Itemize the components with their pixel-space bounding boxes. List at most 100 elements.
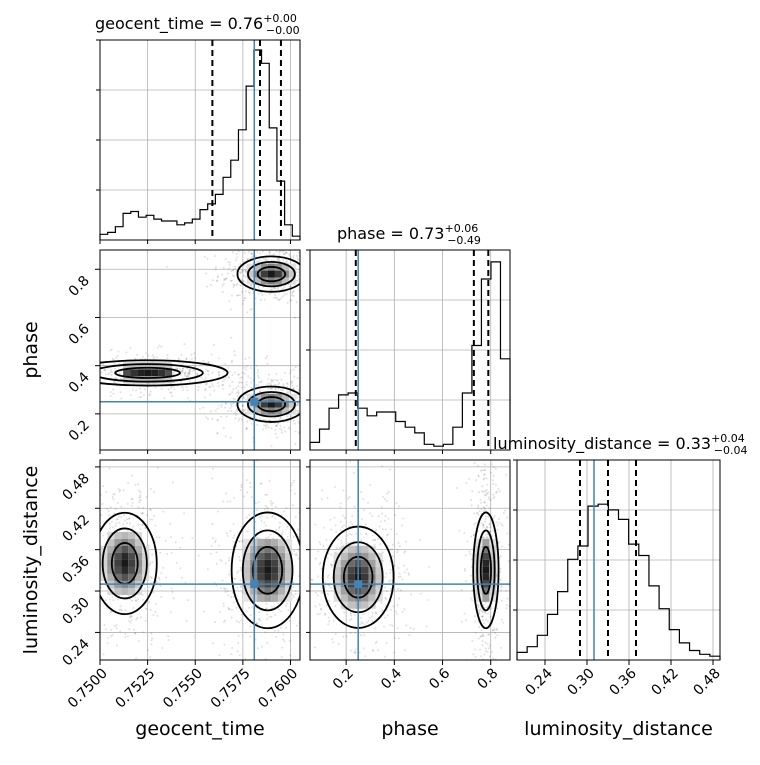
sample-point [479,648,482,651]
sample-point [152,490,155,493]
sample-point [391,543,394,546]
sample-point [489,530,492,533]
sample-point [86,629,88,631]
sample-point [178,361,181,364]
density-cell [257,566,265,574]
sample-point [396,627,399,630]
sample-point [95,378,97,380]
sample-point [141,523,144,526]
sample-point [303,514,305,516]
sample-point [326,497,329,500]
sample-point [244,289,247,292]
density-cell [264,552,272,560]
sample-point [100,371,103,374]
density-cell [361,552,369,560]
sample-point [340,539,343,542]
sample-point [114,525,117,528]
sample-point [292,388,295,391]
sample-point [486,483,489,486]
sample-point [229,407,232,410]
sample-point [316,575,319,578]
sample-point [283,611,285,613]
density-cell [278,587,286,595]
sample-point [481,469,484,472]
sample-point [148,600,151,603]
sample-point [177,357,180,360]
sample-point [97,565,99,567]
sample-point [219,587,222,590]
sample-point [234,417,237,420]
sample-point [232,523,235,526]
sample-point [482,474,485,477]
sample-point [151,637,154,640]
sample-point [239,272,242,275]
sample-point [378,697,380,699]
density-cell [246,263,254,271]
sample-point [232,497,235,500]
sample-point [127,481,130,484]
sample-point [329,586,332,589]
sample-point [139,499,142,502]
sample-point [48,375,50,377]
sample-point [377,538,380,541]
sample-point [283,640,286,643]
sample-point [294,554,297,557]
sample-point [486,492,489,495]
sample-point [254,502,257,505]
sample-point [498,490,501,493]
sample-point [35,380,37,382]
sample-point [250,308,253,311]
sample-point [295,255,298,258]
sample-point [240,613,243,616]
sample-point [279,388,282,391]
sample-point [321,518,323,520]
sample-point [149,390,152,393]
sample-point [184,373,187,376]
density-cell [285,538,293,546]
sample-point [419,592,422,595]
sample-point [313,646,316,649]
sample-point [256,251,259,254]
sample-point [274,505,277,508]
sample-point [101,503,104,506]
density-cell [144,362,152,370]
sample-point [291,593,294,596]
sample-point [472,534,475,537]
sample-point [181,537,184,540]
sample-point [52,371,54,373]
sample-point [303,278,305,280]
sample-point [211,477,214,480]
sample-point [265,536,268,539]
sample-point [69,590,71,592]
sample-point [222,602,225,605]
sample-point [105,490,108,493]
sample-point [150,639,153,642]
sample-point [241,280,244,283]
sample-point [285,626,288,629]
sample-point [233,398,236,401]
density-cell [107,573,115,581]
sample-point [117,350,120,353]
sample-point [294,443,297,446]
density-cell [264,538,272,546]
density-cell [257,594,265,602]
sample-point [289,654,292,657]
sample-point [497,517,500,520]
sample-point [235,545,238,548]
density-cell [243,566,251,574]
sample-point [328,394,330,396]
sample-point [482,635,485,638]
contour-line [472,511,500,630]
density-cell [114,573,122,581]
sample-point [375,640,378,643]
sample-point [292,419,295,422]
sample-point [304,397,306,399]
sample-point [281,245,283,247]
sample-point [237,389,240,392]
sample-point [507,560,510,563]
sample-point [169,611,172,614]
sample-point [222,282,225,285]
sample-point [49,372,51,374]
contour-line [101,527,148,600]
sample-point [185,357,188,360]
